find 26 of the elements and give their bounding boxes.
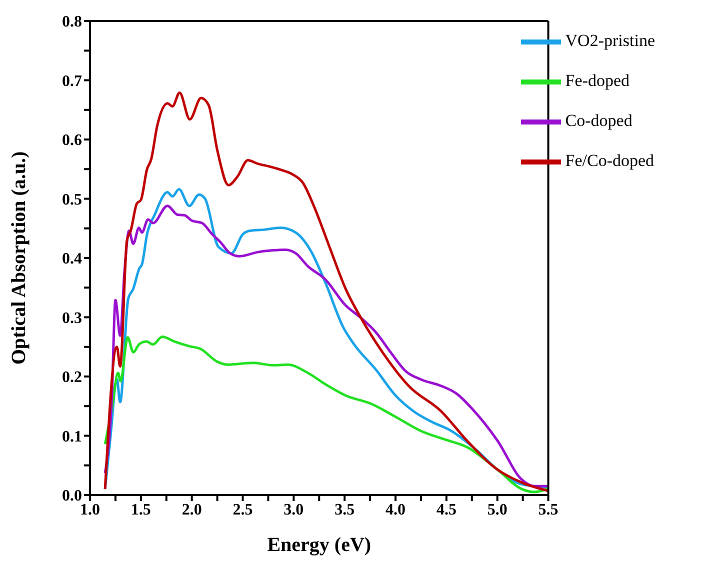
line-series — [104, 91, 548, 492]
x-tick-label: 5.0 — [487, 501, 508, 518]
x-tick-label: 2.5 — [232, 501, 253, 518]
x-tick-label: 4.0 — [386, 501, 406, 518]
x-tick-label: 1.5 — [130, 501, 151, 518]
y-tick-label: 0.8 — [62, 14, 82, 31]
x-tick-label: 2.0 — [182, 501, 202, 518]
x-tick-label: 3.0 — [284, 501, 304, 518]
legend-label: Co-doped — [565, 110, 632, 130]
x-tick-label: 4.5 — [436, 501, 456, 518]
legend-label: VO2-pristine — [565, 30, 655, 50]
y-tick-label: 0.3 — [62, 310, 82, 327]
x-tick-label: 1.0 — [80, 501, 100, 518]
y-tick-label: 0.6 — [62, 132, 82, 150]
legend-label: Fe-doped — [565, 70, 630, 90]
y-tick-label: 0.5 — [62, 191, 82, 208]
x-axis-title: Energy (eV) — [267, 534, 372, 556]
y-tick-label: 0.4 — [62, 250, 82, 268]
x-tick-label: 5.5 — [538, 501, 558, 518]
y-tick-label: 0.2 — [62, 369, 82, 386]
y-tick-label: 0.1 — [62, 428, 82, 446]
y-axis-title: Optical Absorption (a.u.) — [8, 151, 30, 365]
x-tick-label: 3.5 — [334, 501, 355, 518]
y-tick-label: 0.7 — [62, 72, 82, 90]
y-tick-label: 0.0 — [62, 488, 82, 505]
legend-label: Fe/Co-doped — [565, 150, 654, 170]
